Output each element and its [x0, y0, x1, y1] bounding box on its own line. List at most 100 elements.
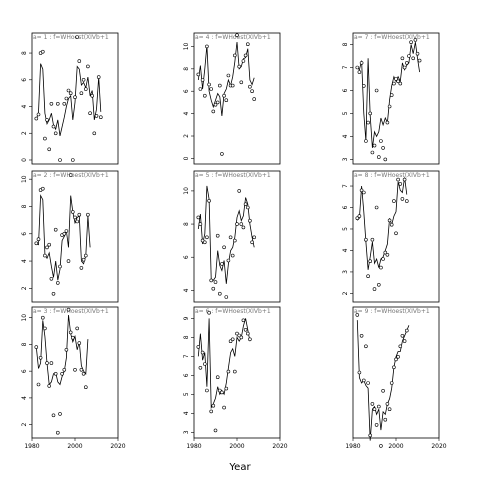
y-tick-label: 5 — [342, 227, 349, 231]
observation-point — [359, 333, 364, 338]
observation-point — [77, 341, 82, 345]
observation-point — [372, 407, 377, 412]
y-tick-label: 8 — [21, 51, 28, 55]
observation-point — [376, 155, 381, 159]
observation-point — [235, 222, 239, 226]
observation-point — [379, 265, 383, 270]
observation-point — [396, 79, 400, 84]
y-tick-label: 3 — [342, 157, 349, 161]
observation-point — [364, 344, 368, 349]
y-tick-label: 3 — [183, 430, 190, 434]
observation-point — [239, 222, 244, 226]
observation-point — [209, 278, 213, 283]
observation-point — [368, 433, 373, 438]
observation-point — [60, 371, 64, 376]
observation-point — [220, 262, 224, 266]
observation-point — [224, 386, 229, 391]
observation-point — [383, 250, 388, 255]
observation-point — [361, 84, 366, 88]
observation-point — [248, 84, 252, 89]
observation-point — [226, 258, 231, 263]
y-tick-label: 6 — [21, 78, 28, 82]
observation-point — [396, 354, 400, 359]
y-tick-label: 7 — [342, 184, 349, 188]
observation-point — [49, 361, 54, 365]
observation-point — [239, 80, 244, 85]
observation-point — [77, 212, 82, 217]
observation-point — [205, 388, 209, 393]
observation-point — [392, 365, 396, 370]
observation-point — [84, 253, 88, 258]
observation-point — [252, 235, 256, 240]
observation-point — [355, 313, 360, 317]
y-tick-label: 2 — [21, 423, 28, 427]
observation-point — [404, 199, 409, 203]
observation-point — [47, 384, 52, 388]
observation-point — [94, 114, 99, 118]
observation-point — [68, 330, 73, 335]
observation-point — [200, 78, 205, 82]
x-tick-label: 2000 — [388, 443, 403, 450]
observation-point — [200, 350, 205, 355]
observation-point — [404, 61, 409, 65]
observation-point — [51, 291, 56, 296]
y-tick-label: 7 — [342, 65, 349, 69]
x-tick-label: 2020 — [431, 443, 446, 450]
panel-frame — [193, 32, 281, 165]
observation-point — [239, 335, 244, 340]
observation-point — [370, 237, 375, 242]
observation-point — [389, 381, 394, 385]
observation-point — [379, 139, 383, 143]
observation-point — [92, 131, 97, 136]
observation-point — [400, 197, 405, 201]
x-axis-title: Year — [228, 462, 251, 473]
observation-point — [355, 65, 360, 70]
y-tick-label: 4 — [21, 396, 28, 400]
observation-point — [383, 417, 388, 422]
panel-7: a= 3 : f=WHoest(XIVb+1 2 4 6 8 10 1980 2000 2020 — [21, 306, 126, 450]
observation-point — [394, 231, 398, 236]
observation-point — [62, 367, 67, 372]
observation-point — [49, 102, 54, 106]
observation-point — [411, 56, 416, 61]
observation-point — [84, 385, 88, 390]
panel-title: a= 6 : f=WHoest(XIVb+1 — [195, 308, 271, 315]
observation-point — [385, 253, 390, 257]
observation-point — [250, 240, 254, 245]
observation-point — [79, 266, 84, 270]
observation-point — [79, 91, 84, 95]
observation-point — [47, 147, 52, 152]
panel-title: a= 5 : f=WHoest(XIVb+1 — [195, 172, 271, 179]
panel-6: a= 8 : f=WHoest(XIVb+1 2 3 4 5 6 7 — [342, 170, 440, 303]
observation-point — [381, 257, 385, 261]
panel-title: a= 1 : f=WHoest(XIVb+1 — [33, 34, 109, 41]
observation-point — [241, 225, 246, 230]
observation-point — [43, 326, 47, 331]
observation-point — [398, 81, 403, 86]
panel-frame — [352, 32, 440, 165]
observation-point — [88, 111, 92, 115]
observation-point — [376, 404, 381, 409]
observation-point — [224, 98, 229, 102]
x-tick-label: 2020 — [272, 443, 287, 450]
observation-point — [368, 259, 373, 264]
panel-2: a= 4 : f=WHoest(XIVb+1 0 2 4 6 8 10 — [183, 32, 281, 165]
observation-point — [64, 347, 69, 352]
observation-point — [409, 40, 413, 45]
observation-point — [73, 215, 77, 220]
y-tick-label: 8 — [183, 335, 190, 339]
observation-point — [99, 115, 103, 119]
observation-point — [230, 337, 235, 342]
y-tick-label: 2 — [183, 134, 190, 138]
observation-point — [79, 367, 84, 372]
observation-point — [243, 202, 248, 206]
panel-3: a= 7 : f=WHoest(XIVb+1 3 4 5 6 7 8 — [342, 32, 440, 165]
observation-point — [246, 205, 250, 210]
y-tick-label: 2 — [342, 291, 349, 295]
y-tick-label: 10 — [21, 175, 28, 183]
observation-point — [235, 33, 239, 38]
observation-point — [207, 82, 211, 87]
observation-point — [55, 430, 60, 435]
observation-point — [203, 240, 207, 245]
observation-point — [66, 307, 71, 312]
